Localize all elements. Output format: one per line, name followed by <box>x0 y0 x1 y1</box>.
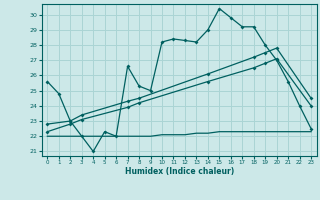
X-axis label: Humidex (Indice chaleur): Humidex (Indice chaleur) <box>124 167 234 176</box>
